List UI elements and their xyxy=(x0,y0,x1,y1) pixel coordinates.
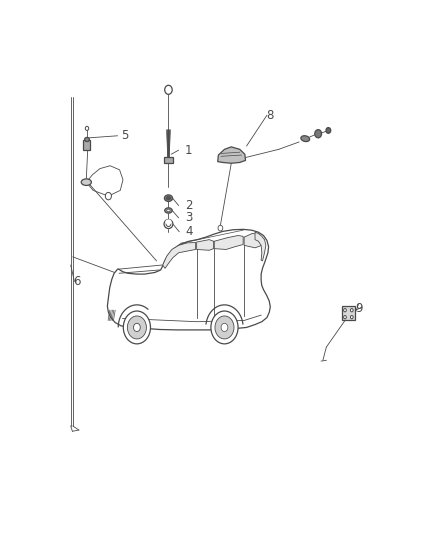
Circle shape xyxy=(215,316,234,339)
Ellipse shape xyxy=(167,209,170,212)
Circle shape xyxy=(344,309,346,312)
Circle shape xyxy=(315,130,321,138)
Circle shape xyxy=(350,316,353,319)
Polygon shape xyxy=(107,229,270,330)
Ellipse shape xyxy=(164,220,173,229)
Circle shape xyxy=(350,309,353,312)
Circle shape xyxy=(165,85,172,94)
Circle shape xyxy=(85,126,88,131)
Polygon shape xyxy=(255,232,266,261)
Ellipse shape xyxy=(81,179,92,185)
Polygon shape xyxy=(162,243,196,268)
Ellipse shape xyxy=(166,197,171,200)
Circle shape xyxy=(326,127,331,133)
FancyBboxPatch shape xyxy=(164,157,173,163)
Ellipse shape xyxy=(167,221,170,223)
Polygon shape xyxy=(218,147,246,163)
Circle shape xyxy=(344,316,346,319)
Circle shape xyxy=(221,324,228,332)
Circle shape xyxy=(218,225,223,231)
FancyBboxPatch shape xyxy=(342,306,355,320)
Ellipse shape xyxy=(164,195,173,201)
Text: 5: 5 xyxy=(120,130,128,142)
Text: 9: 9 xyxy=(355,302,362,314)
Circle shape xyxy=(105,192,111,200)
Text: 6: 6 xyxy=(73,275,81,288)
Ellipse shape xyxy=(165,208,172,213)
Text: 8: 8 xyxy=(267,109,274,122)
Circle shape xyxy=(127,316,146,339)
Circle shape xyxy=(211,311,238,344)
FancyBboxPatch shape xyxy=(83,140,90,150)
Circle shape xyxy=(134,324,140,332)
Text: 2: 2 xyxy=(185,199,193,212)
Ellipse shape xyxy=(85,138,89,142)
Text: 1: 1 xyxy=(185,144,193,157)
Text: 4: 4 xyxy=(186,225,193,238)
Circle shape xyxy=(124,311,151,344)
Ellipse shape xyxy=(166,222,171,227)
Polygon shape xyxy=(244,233,262,248)
Polygon shape xyxy=(214,236,243,249)
Ellipse shape xyxy=(301,136,310,142)
Polygon shape xyxy=(197,240,214,251)
Text: 3: 3 xyxy=(185,212,193,224)
